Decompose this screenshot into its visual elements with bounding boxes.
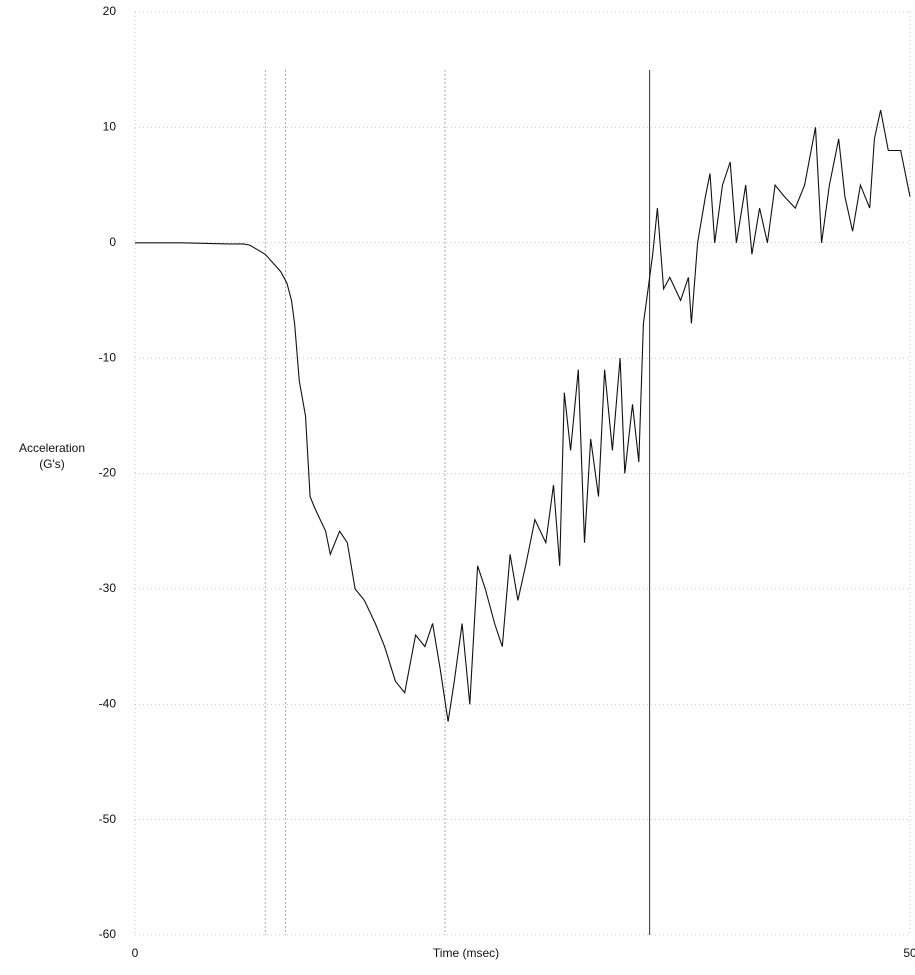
y-tick-label: -30: [99, 581, 117, 595]
y-tick-label: -50: [99, 812, 117, 826]
y-tick-label: 0: [109, 235, 116, 249]
x-axis-label: Time (msec): [433, 946, 499, 960]
y-axis-label: (G's): [39, 457, 65, 471]
y-axis-label: Acceleration: [19, 441, 85, 455]
y-tick-label: 10: [103, 120, 117, 134]
data-line: [135, 109, 911, 722]
y-tick-label: -40: [99, 696, 117, 710]
y-tick-label: -20: [99, 466, 117, 480]
y-tick-label: -10: [99, 350, 117, 364]
x-tick-label: 0: [132, 946, 139, 960]
y-tick-label: -60: [99, 927, 117, 941]
y-tick-label: 20: [103, 4, 117, 18]
x-tick-label: 50: [903, 946, 915, 960]
